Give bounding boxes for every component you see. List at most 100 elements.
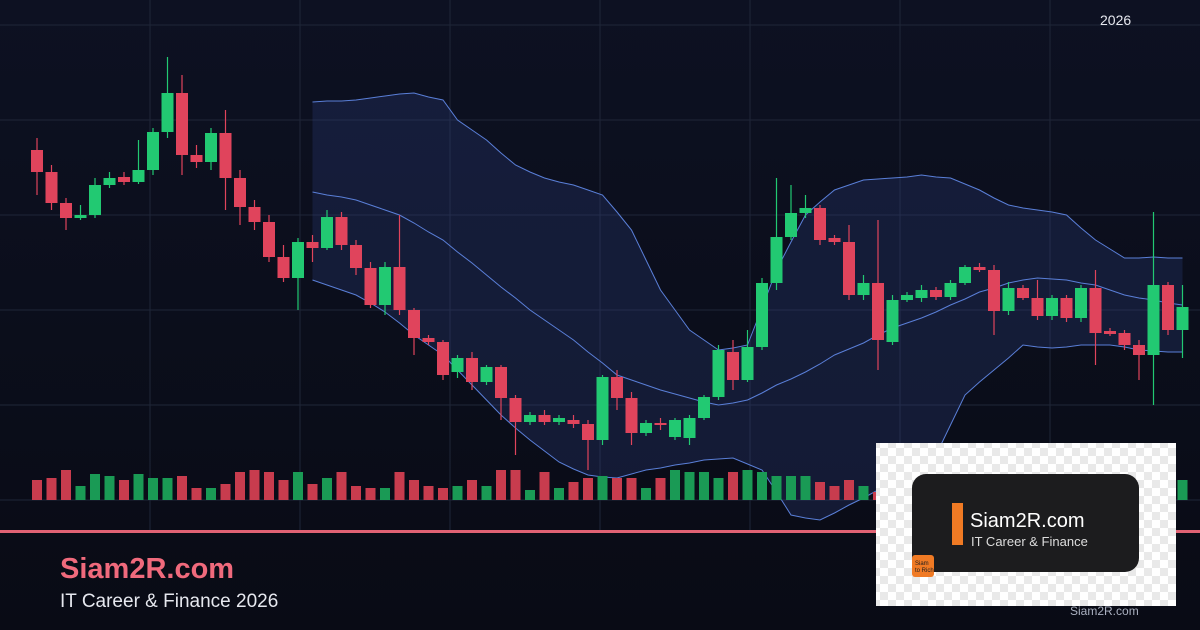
candle-body xyxy=(582,424,594,440)
volume-bar xyxy=(583,478,593,500)
candle-body xyxy=(669,420,681,437)
volume-bar xyxy=(293,472,303,500)
candle-body xyxy=(538,415,551,422)
volume-bar xyxy=(554,488,564,500)
volume-bar xyxy=(394,472,405,500)
candle-body xyxy=(422,338,435,342)
volume-bar xyxy=(191,488,202,500)
candle-body xyxy=(1118,333,1131,345)
volume-bar xyxy=(365,488,376,500)
volume-bar xyxy=(32,480,42,500)
candle-body xyxy=(785,213,797,237)
year: 2026 xyxy=(1100,12,1131,28)
candle-body xyxy=(814,208,826,240)
volume-bar xyxy=(858,486,869,500)
candle-body xyxy=(654,423,667,425)
volume-bar xyxy=(380,488,390,500)
volume-bar xyxy=(75,486,86,500)
candle-body xyxy=(408,310,420,338)
candle-body xyxy=(1046,298,1058,316)
candle-body xyxy=(756,283,768,347)
candle-body xyxy=(741,347,754,380)
candle-body xyxy=(886,300,899,342)
candle-body xyxy=(219,133,232,178)
candle-body xyxy=(843,242,855,295)
logo-badge-text: to Rich xyxy=(915,568,934,574)
candle-body xyxy=(1104,331,1116,334)
volume-bar xyxy=(438,488,448,500)
candle-body xyxy=(480,367,493,382)
volume-bar xyxy=(61,470,71,500)
volume-bar xyxy=(670,470,680,500)
volume-bar xyxy=(815,482,825,500)
volume-bar xyxy=(655,478,666,500)
logo-panel: Siam2R.com IT Career & Finance Siam to R… xyxy=(876,443,1176,606)
candle-body xyxy=(973,267,986,270)
volume-bar xyxy=(757,472,767,500)
candle-body xyxy=(988,270,1000,311)
candle-body xyxy=(1176,307,1189,330)
candle-body xyxy=(640,423,652,433)
volume-bar xyxy=(235,472,245,500)
logo-badge-text: Siam xyxy=(915,561,929,567)
candle-body xyxy=(1060,298,1073,318)
candle-body xyxy=(1031,298,1044,316)
volume-bar xyxy=(641,488,651,500)
volume-bar xyxy=(177,476,187,500)
logo-name: Siam2R.com xyxy=(970,510,1084,532)
candle-body xyxy=(393,267,406,310)
candle-body xyxy=(1133,345,1145,355)
volume-bar xyxy=(496,470,506,500)
volume-bar xyxy=(336,472,347,500)
volume-bar xyxy=(307,484,318,500)
volume-bar xyxy=(264,472,274,500)
candle-body xyxy=(103,178,116,185)
candle-body xyxy=(31,150,43,172)
candle-body xyxy=(959,267,971,283)
volume-bar xyxy=(481,486,492,500)
volume-bar xyxy=(423,486,434,500)
candle-body xyxy=(625,398,638,433)
volume-bar xyxy=(771,476,782,500)
candle-body xyxy=(466,358,478,382)
volume-bar xyxy=(568,482,579,500)
volume-bar xyxy=(220,484,231,500)
logo-badge xyxy=(912,555,934,577)
candle-body xyxy=(89,185,101,215)
logo-card xyxy=(912,474,1139,572)
volume-bar xyxy=(1177,480,1188,500)
candle-body xyxy=(698,397,710,418)
candle-body xyxy=(437,342,449,375)
volume-bar xyxy=(612,478,622,500)
volume-bar xyxy=(525,490,535,500)
volume-bar xyxy=(162,478,173,500)
candle-body xyxy=(509,398,522,422)
candle-body xyxy=(45,172,58,203)
candle-body xyxy=(248,207,261,222)
volume-bar xyxy=(133,474,144,500)
volume-bar xyxy=(510,470,521,500)
candle-body xyxy=(915,290,928,298)
candle-body xyxy=(292,242,304,278)
brand-tagline: IT Career & Finance 2026 xyxy=(60,591,278,612)
volume-bar xyxy=(249,470,260,500)
volume-bar xyxy=(322,478,332,500)
volume-bar xyxy=(800,476,811,500)
candle-body xyxy=(364,268,377,305)
candle-body xyxy=(944,283,957,297)
candle-body xyxy=(799,208,812,213)
volume-bar xyxy=(597,476,608,500)
volume-bar xyxy=(684,472,695,500)
logo-caption: Siam2R.com xyxy=(1070,604,1139,618)
volume-bar xyxy=(728,472,738,500)
candle-body xyxy=(596,377,609,440)
band-line xyxy=(312,191,1183,406)
volume-bar xyxy=(786,476,796,500)
candle-body xyxy=(74,215,87,218)
candle-body xyxy=(350,245,362,268)
candle-body xyxy=(205,133,217,162)
logo-tagline: IT Career & Finance xyxy=(971,534,1088,549)
volume-bar xyxy=(148,478,158,500)
candle-body xyxy=(567,420,580,424)
